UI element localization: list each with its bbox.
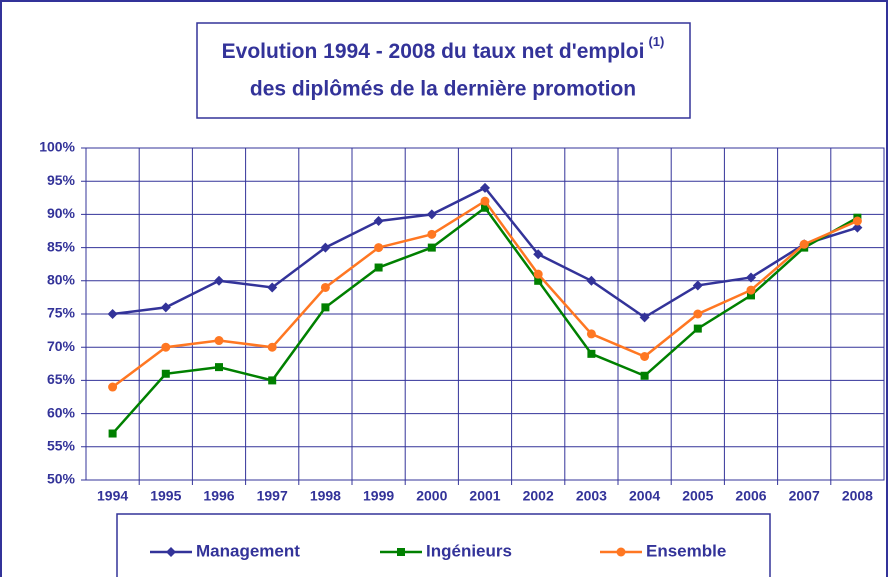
x-tick-label: 2006	[735, 488, 766, 504]
marker	[321, 303, 330, 312]
title-box	[196, 22, 691, 119]
x-tick-label: 2003	[576, 488, 607, 504]
legend-label: Ingénieurs	[426, 541, 512, 560]
marker	[586, 329, 596, 339]
legend-label: Management	[196, 541, 300, 560]
x-tick-label: 2002	[523, 488, 554, 504]
marker	[267, 342, 277, 352]
marker	[320, 282, 330, 292]
marker	[427, 229, 437, 239]
marker	[852, 222, 863, 233]
marker	[107, 309, 118, 319]
x-tick-label: 2007	[789, 488, 820, 504]
x-tick-label: 2000	[416, 488, 447, 504]
marker	[640, 351, 650, 361]
marker	[640, 371, 649, 380]
x-tick-label: 2001	[469, 488, 500, 504]
marker	[427, 243, 436, 252]
marker	[320, 242, 331, 253]
x-tick-label: 1996	[203, 488, 234, 504]
y-tick-label: 70%	[47, 338, 76, 354]
marker	[374, 243, 384, 253]
y-tick-label: 95%	[47, 172, 76, 188]
title-line: Evolution 1994 - 2008 du taux net d'empl…	[222, 40, 645, 63]
x-tick-label: 1999	[363, 488, 394, 504]
marker	[481, 203, 489, 212]
marker	[746, 272, 756, 283]
y-tick-label: 50%	[47, 471, 76, 487]
chart-title: des diplômés de la dernière promotion	[250, 78, 636, 101]
y-tick-label: 100%	[39, 139, 75, 155]
marker	[534, 276, 543, 285]
marker	[587, 349, 596, 358]
marker	[166, 547, 176, 557]
marker	[374, 263, 383, 272]
marker	[373, 216, 384, 227]
y-tick-label: 80%	[47, 272, 76, 288]
marker	[692, 280, 703, 291]
x-tick-label: 2008	[842, 488, 873, 504]
y-tick-label: 85%	[47, 238, 76, 254]
marker	[616, 547, 626, 557]
marker	[852, 216, 862, 226]
marker	[533, 249, 544, 260]
marker	[161, 342, 171, 352]
y-tick-label: 65%	[47, 371, 76, 387]
marker	[214, 275, 224, 286]
marker	[267, 282, 278, 293]
marker	[746, 285, 756, 295]
x-tick-label: 1994	[97, 488, 128, 504]
x-tick-label: 2005	[682, 488, 713, 504]
marker	[747, 291, 755, 300]
y-tick-label: 90%	[47, 205, 76, 221]
marker	[161, 369, 170, 378]
chart-title: Evolution 1994 - 2008 du taux net d'empl…	[222, 34, 665, 62]
marker	[693, 309, 703, 319]
marker	[268, 376, 277, 385]
marker	[799, 239, 809, 249]
y-tick-label: 55%	[47, 438, 76, 454]
x-tick-label: 2004	[629, 488, 660, 504]
y-tick-label: 60%	[47, 404, 76, 420]
legend-box	[116, 513, 771, 577]
y-tick-label: 75%	[47, 305, 76, 321]
marker	[397, 548, 405, 556]
marker	[214, 336, 224, 346]
x-tick-label: 1998	[310, 488, 341, 504]
x-tick-label: 1997	[257, 488, 288, 504]
marker	[108, 382, 118, 392]
marker	[480, 182, 490, 193]
marker	[215, 363, 223, 372]
marker	[639, 312, 650, 323]
title-superscript: (1)	[648, 34, 664, 49]
marker	[108, 429, 117, 438]
marker	[693, 324, 702, 333]
legend-label: Ensemble	[646, 541, 726, 560]
marker	[586, 275, 597, 286]
marker	[480, 196, 490, 206]
marker	[426, 209, 437, 220]
x-tick-label: 1995	[150, 488, 181, 504]
marker	[160, 302, 171, 313]
marker	[533, 269, 543, 279]
